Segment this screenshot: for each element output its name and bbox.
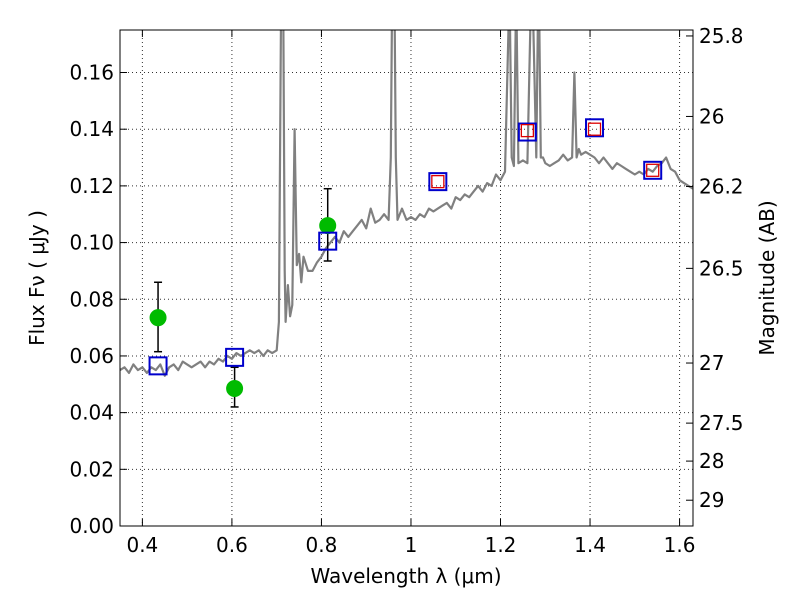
mag-tick-label: 26.5 <box>699 256 744 280</box>
observed-point <box>226 380 244 398</box>
mag-tick-label: 26 <box>699 104 724 128</box>
observed-point <box>319 217 337 235</box>
y-tick-label: 0.12 <box>69 174 114 198</box>
mag-tick-label: 26.2 <box>699 174 744 198</box>
ticks <box>120 30 693 527</box>
plot-background <box>120 30 693 526</box>
x-tick-label: 1.6 <box>664 533 696 557</box>
model-point <box>517 122 537 142</box>
model-point <box>428 172 448 192</box>
x-tick-label: 1.2 <box>485 533 517 557</box>
y-axis-title-right: Magnitude (AB) <box>755 200 779 355</box>
mag-tick-label: 29 <box>699 488 724 512</box>
observed-point <box>149 309 167 327</box>
x-axis-title: Wavelength λ (μm) <box>310 564 501 588</box>
plot-area <box>120 30 693 408</box>
spectrum-line <box>120 30 693 377</box>
y-tick-label: 0.14 <box>69 117 114 141</box>
x-tick-label: 1.4 <box>574 533 606 557</box>
tick-labels: 0.4 0.6 0.8 1 1.2 1.4 1.6 0.00 0.02 0.04 0.06 0.08 0… <box>69 24 743 557</box>
plot-frame <box>119 29 694 527</box>
x-tick-label: 0.6 <box>216 533 248 557</box>
model-point <box>585 118 605 138</box>
y-tick-label: 0.04 <box>69 401 114 425</box>
upper-limit-point <box>520 123 535 138</box>
y-tick-label: 0.08 <box>69 287 114 311</box>
y-tick-label: 0.06 <box>69 344 114 368</box>
grid <box>120 30 693 527</box>
x-tick-label: 1 <box>405 533 418 557</box>
model-point <box>643 160 663 180</box>
mag-tick-label: 27.5 <box>699 411 744 435</box>
y-tick-label: 0.16 <box>69 61 114 85</box>
y-tick-label: 0.10 <box>69 231 114 255</box>
x-tick-label: 0.4 <box>126 533 158 557</box>
mag-tick-label: 25.8 <box>699 24 744 48</box>
upper-limit-point <box>646 163 660 177</box>
model-point <box>225 347 245 367</box>
upper-limit-point <box>431 174 445 189</box>
mag-tick-label: 28 <box>699 449 724 473</box>
mag-tick-label: 27 <box>699 351 724 375</box>
y-tick-label: 0.00 <box>69 514 114 538</box>
y-axis-title-left: Flux Fν ( μJy ) <box>25 210 49 346</box>
x-tick-label: 0.8 <box>306 533 338 557</box>
model-point <box>318 231 338 251</box>
model-point <box>148 356 168 376</box>
upper-limit-point <box>587 122 602 136</box>
y-tick-label: 0.02 <box>69 457 114 481</box>
